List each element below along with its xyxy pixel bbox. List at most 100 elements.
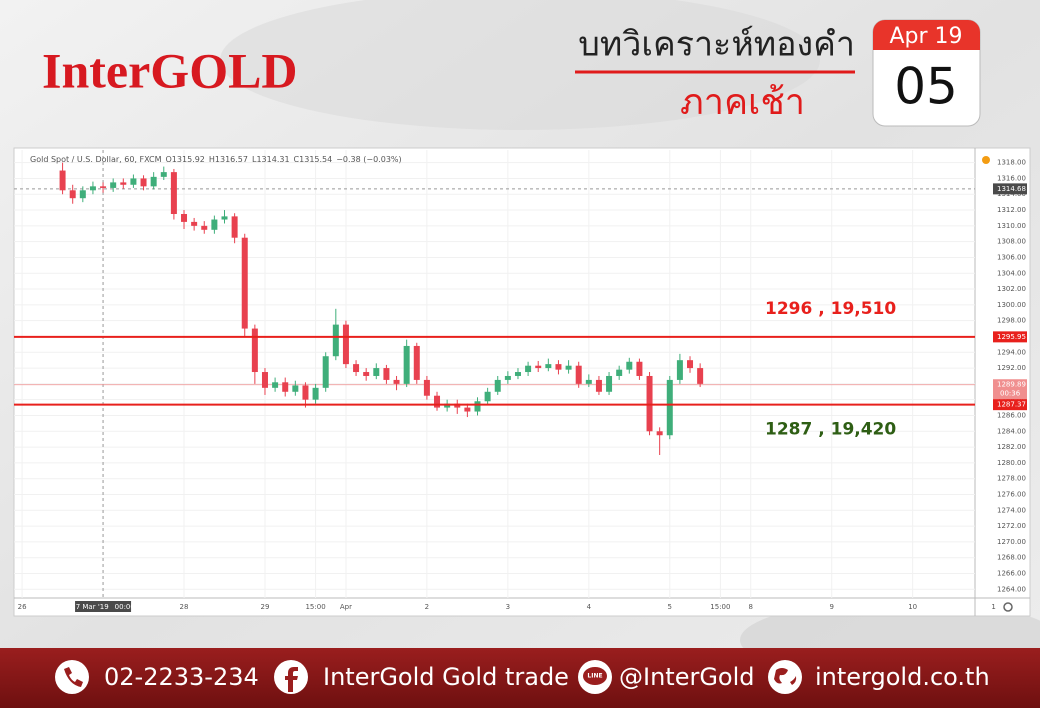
x-tick-label: 3 (506, 603, 510, 611)
y-tick-label: 1310.00 (997, 222, 1026, 230)
candle-body (221, 216, 228, 220)
x-tick-label: 10 (908, 603, 917, 611)
candle-body (110, 182, 117, 188)
subtitle: ภาคเช้า (680, 82, 805, 123)
crosshair-y-label: 1314.68 (997, 185, 1026, 193)
legend-value: L1314.31 (252, 155, 290, 164)
y-tick-label: 1272.00 (997, 522, 1026, 530)
candle-body (464, 407, 471, 412)
candle-body (241, 237, 248, 329)
candle-body (687, 360, 694, 369)
calendar-day: 05 (894, 58, 958, 116)
y-tick-label: 1284.00 (997, 427, 1026, 435)
candle-body (69, 190, 76, 199)
y-tick-label: 1276.00 (997, 490, 1026, 498)
y-tick-label: 1302.00 (997, 285, 1026, 293)
candle-body (525, 365, 532, 373)
legend-title: Gold Spot / U.S. Dollar, 60, FXCM (30, 155, 162, 164)
candle-body (170, 172, 177, 214)
x-tick-label: Apr (340, 603, 352, 611)
candle-body (150, 176, 157, 187)
candle-body (434, 395, 441, 408)
crosshair-x-label: 27 Mar '19 00:00 (71, 603, 135, 611)
candle-body (474, 401, 481, 412)
candle-body (413, 345, 420, 380)
globe-icon (768, 660, 802, 694)
candle-body (535, 365, 542, 369)
line-bubble (583, 667, 607, 685)
level-box (993, 399, 1027, 411)
facebook-page: InterGold Gold trade (323, 663, 569, 691)
y-tick-label: 1286.00 (997, 411, 1026, 419)
candle-body (646, 375, 653, 432)
y-tick-label: 1268.00 (997, 554, 1026, 562)
crosshair-date: 27 Mar '19 (71, 603, 108, 611)
level-annotation: 1287 , 19,420 (765, 420, 896, 440)
x-tick-label: 1 (991, 603, 995, 611)
x-tick-label: 8 (749, 603, 753, 611)
x-tick-label: 15:00 (710, 603, 730, 611)
candle-body (332, 324, 339, 357)
crosshair-time: 00:00 (115, 603, 135, 611)
candle-body (342, 324, 349, 365)
candle-body (322, 356, 329, 388)
candle-body (545, 364, 552, 369)
alert-icon (982, 156, 990, 164)
candle-body (201, 225, 208, 230)
y-tick-label: 1278.00 (997, 475, 1026, 483)
x-tick-label: 2 (425, 603, 429, 611)
x-tick-label: 29 (261, 603, 270, 611)
candle-body (251, 328, 258, 373)
candle-body (585, 379, 592, 384)
candle-body (79, 190, 86, 199)
y-tick-label: 1266.00 (997, 570, 1026, 578)
phone-contact: 02-2233-234 (55, 660, 259, 694)
plot (14, 150, 975, 598)
chart-frame (13, 147, 1031, 617)
x-tick-label: 28 (180, 603, 189, 611)
y-tick-label: 1280.00 (997, 459, 1026, 467)
candle-body (555, 364, 562, 370)
globe-glyph (774, 668, 797, 685)
website: intergold.co.th (815, 663, 990, 691)
legend-value: −0.38 (−0.03%) (336, 155, 401, 164)
candle-body (606, 375, 613, 392)
facebook-glyph (285, 667, 298, 692)
candle-body (59, 170, 66, 191)
calendar-month: Apr 19 (889, 24, 962, 49)
candle-body (484, 391, 491, 402)
logo: InterGOLD (42, 42, 298, 98)
level-label: 1295.95 (997, 333, 1026, 341)
y-tick-label: 1318.00 (997, 159, 1026, 167)
candle-body (231, 216, 238, 238)
phone-icon (55, 660, 89, 694)
x-tick-label: 4 (587, 603, 592, 611)
candle-body (89, 186, 96, 191)
y-tick-label: 1316.00 (997, 174, 1026, 182)
candle-body (393, 379, 400, 384)
candle-body (353, 364, 360, 373)
y-tick-label: 1270.00 (997, 538, 1026, 546)
y-tick-label: 1282.00 (997, 443, 1026, 451)
candle-body (383, 368, 390, 380)
chart-legend: Gold Spot / U.S. Dollar, 60, FXCM O1315.9… (30, 155, 402, 164)
candle-body (373, 368, 380, 376)
x-tick-label: 9 (829, 603, 833, 611)
line-badge: LINE (587, 673, 602, 680)
candle-body (697, 368, 704, 384)
candle-body (312, 387, 319, 400)
y-tick-label: 1312.00 (997, 206, 1026, 214)
y-tick-label: 1292.00 (997, 364, 1026, 372)
candle-body (140, 178, 147, 187)
candle-body (120, 182, 127, 185)
candle-body (292, 385, 299, 392)
candle-body (666, 379, 673, 436)
candle-body (272, 382, 279, 388)
x-tick-label: 15:00 (305, 603, 325, 611)
candle-body (626, 361, 633, 370)
candle-body (160, 172, 167, 177)
candle-body (494, 379, 501, 392)
y-tick-label: 1264.00 (997, 585, 1026, 593)
level-label: 1287.37 (997, 401, 1026, 409)
website-contact: intergold.co.th (768, 660, 990, 694)
